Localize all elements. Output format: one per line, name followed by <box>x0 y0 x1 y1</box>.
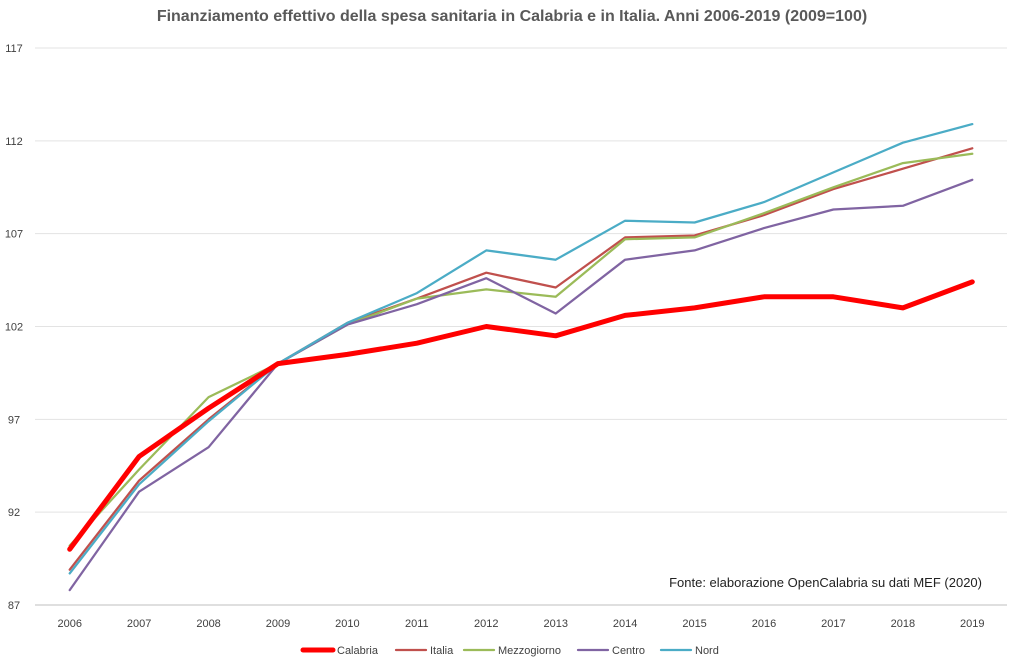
source-note: Fonte: elaborazione OpenCalabria su dati… <box>669 575 982 590</box>
x-tick-label: 2014 <box>613 618 637 630</box>
x-tick-label: 2017 <box>821 618 845 630</box>
series-line-nord <box>68 122 974 575</box>
legend-label-centro: Centro <box>612 645 645 657</box>
x-tick-label: 2016 <box>752 618 776 630</box>
x-tick-label: 2015 <box>682 618 706 630</box>
x-tick-label: 2019 <box>960 618 984 630</box>
y-tick-label: 92 <box>8 507 20 519</box>
y-tick-label: 102 <box>5 322 23 334</box>
series-line-calabria <box>67 279 975 552</box>
x-tick-label: 2013 <box>543 618 567 630</box>
x-tick-label: 2009 <box>266 618 290 630</box>
legend-label-calabria: Calabria <box>337 645 379 657</box>
y-tick-label: 107 <box>5 229 23 241</box>
x-tick-label: 2008 <box>196 618 220 630</box>
series-lines <box>67 122 975 592</box>
axes: 87 92 97 102 107 112 117 2006 2007 2008 2009 2010 20… <box>5 43 985 630</box>
y-tick-label: 112 <box>5 136 23 148</box>
x-tick-label: 2018 <box>891 618 915 630</box>
x-tick-label: 2006 <box>57 618 81 630</box>
x-tick-label: 2012 <box>474 618 498 630</box>
series-line-mezzogiorno <box>68 152 974 547</box>
y-tick-label: 87 <box>8 600 20 612</box>
y-tick-label: 117 <box>5 43 23 55</box>
x-tick-label: 2011 <box>405 618 429 630</box>
series-line-italia <box>68 147 974 571</box>
legend-label-mezzogiorno: Mezzogiorno <box>498 645 561 657</box>
gridlines <box>35 47 1007 606</box>
x-tick-label: 2007 <box>127 618 151 630</box>
y-tick-label: 97 <box>8 414 20 426</box>
legend-label-italia: Italia <box>430 645 454 657</box>
chart-title: Finanziamento effettivo della spesa sani… <box>156 8 868 25</box>
legend: Calabria Italia Mezzogiorno Centro Nord <box>300 645 719 657</box>
legend-label-nord: Nord <box>695 645 719 657</box>
series-line-centro <box>68 178 974 592</box>
x-tick-label: 2010 <box>335 618 359 630</box>
